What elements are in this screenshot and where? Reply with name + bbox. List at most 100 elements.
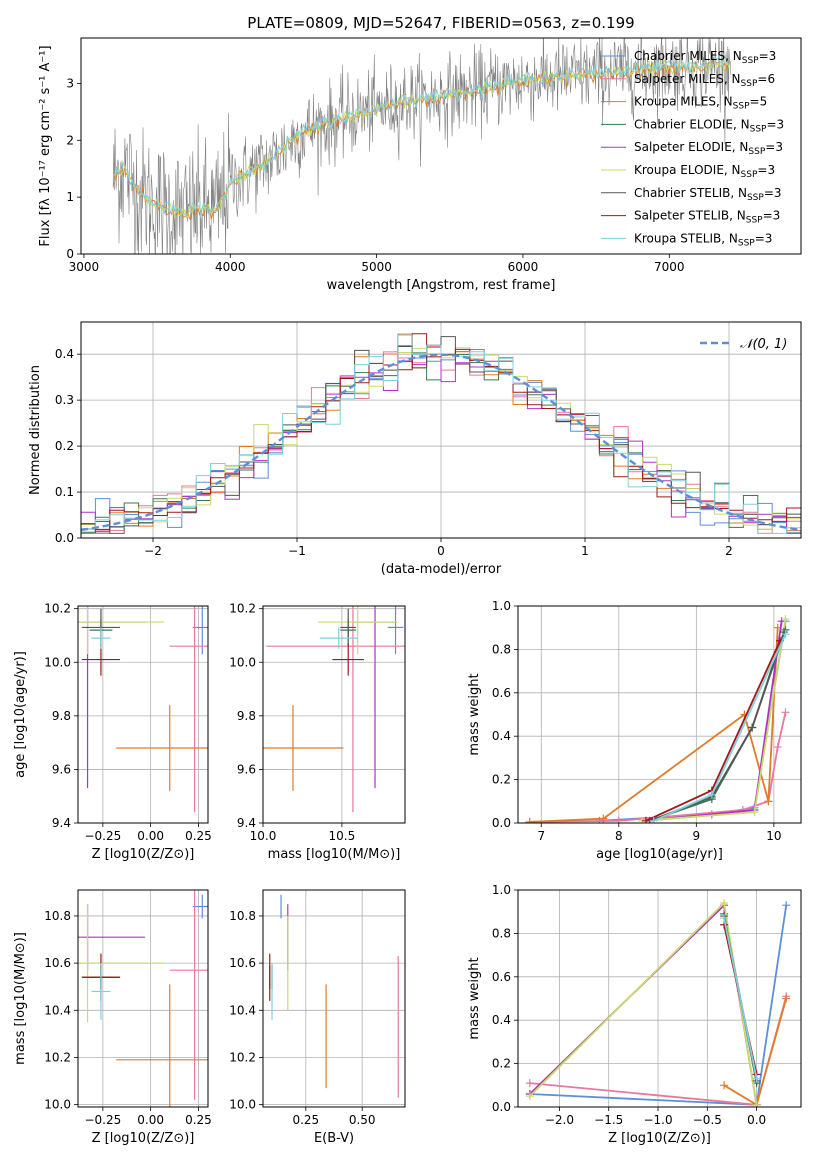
y-tick-label: 2 bbox=[66, 133, 74, 147]
x-axis-label: Z [log10(Z/Z⊙)] bbox=[608, 1131, 711, 1146]
data-point-marker bbox=[752, 1074, 761, 1083]
y-axis-label: mass weight bbox=[467, 957, 482, 1039]
y-tick-label: 10.2 bbox=[44, 602, 71, 616]
x-tick-label: 0.50 bbox=[349, 1113, 376, 1127]
data-point-marker bbox=[764, 797, 773, 806]
legend-entry: Chabrier STELIB, NSSP=3 bbox=[634, 186, 782, 203]
errorbar-point bbox=[263, 705, 344, 791]
y-axis-label: mass weight bbox=[467, 673, 482, 755]
y-tick-label: 9.8 bbox=[52, 709, 71, 723]
y-tick-label: 0.0 bbox=[492, 816, 511, 830]
x-tick-label: 0.0 bbox=[747, 1113, 766, 1127]
data-point-marker bbox=[750, 808, 759, 817]
legend-count: =3 bbox=[765, 140, 783, 154]
axes-frame bbox=[517, 605, 802, 824]
legend-count: =3 bbox=[757, 163, 775, 177]
panel-spectrum: 3000 4000 5000 6000 7000 0 1 2 3 wavelength [Angs… bbox=[38, 37, 802, 293]
y-tick-label: 10.0 bbox=[229, 1098, 256, 1112]
axes-frame bbox=[77, 889, 209, 1108]
panel-age_vs_Z: −0.25 0.00 0.25 9.4 9.6 9.8 10.0 10.2 Z [log10(Z… bbox=[13, 602, 212, 862]
mass-weight-series-line bbox=[529, 627, 779, 823]
legend-sub: SSP bbox=[741, 170, 758, 180]
y-tick-label: 1.0 bbox=[492, 883, 511, 897]
data-point-marker bbox=[781, 615, 790, 624]
y-tick-label: 10.8 bbox=[229, 909, 256, 923]
legend-count: =3 bbox=[759, 49, 777, 63]
panel-mass_vs_Z: −0.25 0.00 0.25 10.0 10.2 10.4 10.6 10.8 Z [log1… bbox=[13, 889, 212, 1146]
model-spectrum-line bbox=[113, 54, 732, 218]
x-tick-label: 6000 bbox=[508, 260, 539, 274]
errorbar-point bbox=[266, 606, 405, 813]
x-axis-label: (data-model)/error bbox=[381, 562, 502, 577]
y-tick-label: 0.6 bbox=[492, 686, 511, 700]
data-point-marker bbox=[752, 1100, 761, 1107]
figure-title: PLATE=0809, MJD=52647, FIBERID=0563, z=0… bbox=[247, 14, 634, 32]
y-tick-label: 10.4 bbox=[229, 1003, 256, 1017]
legend-sub: SSP bbox=[742, 56, 759, 66]
data-point-marker bbox=[748, 723, 757, 732]
data-point-marker bbox=[720, 914, 729, 923]
legend-sub: SSP bbox=[750, 124, 767, 134]
y-axis-label: mass [log10(M/M⊙)] bbox=[13, 932, 28, 1065]
data-point-marker bbox=[781, 708, 790, 717]
legend-entry: Salpeter ELODIE, NSSP=3 bbox=[634, 140, 783, 157]
x-tick-label: 0.25 bbox=[185, 829, 212, 843]
legend-entry: Kroupa STELIB, NSSP=3 bbox=[634, 231, 772, 248]
y-tick-label: 1.0 bbox=[492, 599, 511, 613]
x-tick-label: 4000 bbox=[215, 260, 246, 274]
legend-count: =3 bbox=[763, 209, 781, 223]
residual-histogram-step bbox=[81, 333, 801, 530]
legend-count: =3 bbox=[764, 186, 782, 200]
errorbar-point bbox=[91, 963, 111, 1020]
axes-frame bbox=[80, 37, 802, 255]
y-tick-label: 9.4 bbox=[52, 816, 71, 830]
legend-sub: SSP bbox=[741, 79, 758, 89]
y-tick-label: 0.4 bbox=[492, 1013, 511, 1027]
x-tick-label: 0.00 bbox=[137, 1113, 164, 1127]
legend-sub: SSP bbox=[733, 102, 750, 112]
legend-sub: SSP bbox=[746, 216, 763, 226]
mass-weight-series-line bbox=[649, 631, 785, 822]
legend-entry: Kroupa MILES, NSSP=5 bbox=[634, 95, 767, 112]
data-point-marker bbox=[525, 817, 534, 823]
data-point-marker bbox=[773, 743, 782, 752]
x-tick-label: 0.25 bbox=[292, 1113, 319, 1127]
panel-age_vs_mass: 10.0 10.5 9.4 9.6 9.8 10.0 10.2 mass [log10(M/M… bbox=[229, 602, 406, 862]
data-point-marker bbox=[599, 814, 608, 823]
legend-sub: SSP bbox=[748, 147, 765, 157]
data-point-marker bbox=[707, 790, 716, 799]
y-tick-label: 10.2 bbox=[229, 1050, 256, 1064]
legend-sub: SSP bbox=[738, 238, 755, 248]
errorbar-point bbox=[192, 606, 208, 655]
y-tick-label: 0.2 bbox=[55, 439, 74, 453]
legend-entry: Chabrier MILES, NSSP=3 bbox=[634, 49, 776, 66]
plot-area-massweight_vs_age bbox=[518, 606, 801, 823]
data-point-marker bbox=[525, 1092, 534, 1101]
residual-histogram-step bbox=[81, 336, 801, 533]
y-tick-label: 0.8 bbox=[492, 926, 511, 940]
legend-count: =3 bbox=[755, 231, 773, 245]
plot-area-residuals bbox=[81, 322, 801, 538]
y-tick-label: 0 bbox=[66, 247, 74, 261]
y-axis-label: Normed distribution bbox=[28, 365, 43, 495]
x-tick-label: −1.5 bbox=[594, 1113, 623, 1127]
y-tick-label: 9.8 bbox=[237, 709, 256, 723]
y-tick-label: 9.6 bbox=[237, 762, 256, 776]
x-tick-label: 0.25 bbox=[185, 1113, 212, 1127]
data-point-marker bbox=[782, 901, 791, 910]
x-tick-label: 10.0 bbox=[250, 829, 277, 843]
x-tick-label: −1.0 bbox=[643, 1113, 672, 1127]
y-tick-label: 9.4 bbox=[237, 816, 256, 830]
data-point-marker bbox=[641, 816, 650, 823]
data-point-marker bbox=[720, 1081, 729, 1090]
x-tick-label: 8 bbox=[615, 829, 623, 843]
x-tick-label: 0.00 bbox=[137, 829, 164, 843]
errorbar-point bbox=[340, 608, 357, 647]
legend-entry: Chabrier ELODIE, NSSP=3 bbox=[634, 117, 784, 134]
x-axis-label: E(B-V) bbox=[314, 1131, 354, 1146]
x-tick-label: −2 bbox=[144, 544, 162, 558]
spectrum-legend: Chabrier MILES, NSSP=3 Salpeter MILES, NS… bbox=[601, 49, 784, 248]
y-tick-label: 10.2 bbox=[44, 1050, 71, 1064]
y-axis-label: Flux [fλ 10⁻¹⁷ erg cm⁻² s⁻¹ A⁻¹] bbox=[38, 45, 53, 246]
